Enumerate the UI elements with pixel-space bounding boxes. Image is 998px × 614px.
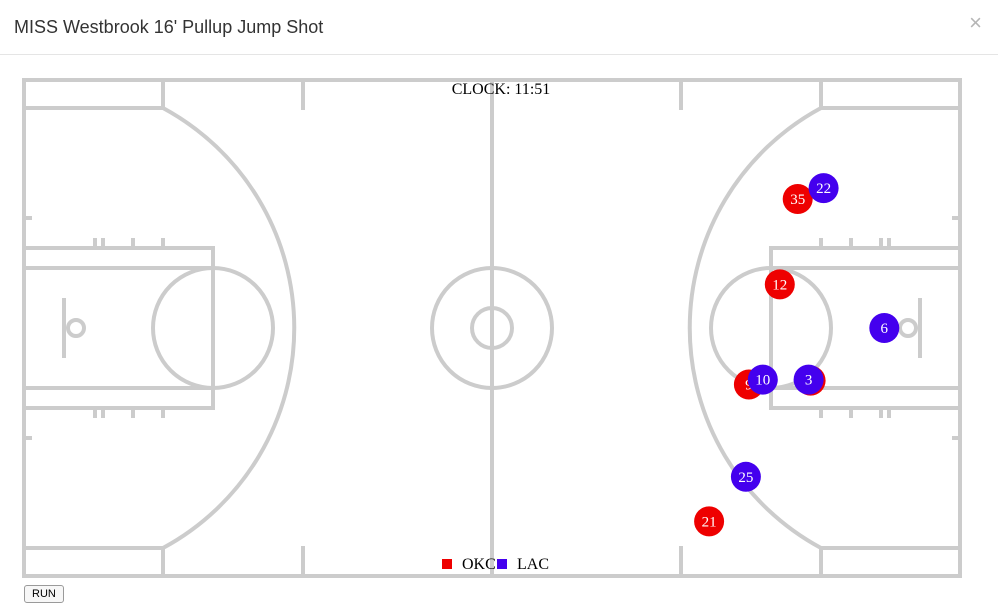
player-dot (782, 184, 813, 214)
player-number: 21 (702, 514, 717, 530)
player-marker: 3 (793, 364, 824, 395)
player-number: 12 (772, 277, 787, 293)
right-lane-inner (769, 266, 962, 390)
basketball-court: CLOCK: 11:51 35 22 12 6 9 10 3 25 21 OKC LAC (22, 78, 962, 578)
player-marker: 35 (782, 184, 813, 214)
player-markers: 35 22 12 6 9 10 3 25 21 (694, 173, 900, 537)
left-three-point-arc (162, 106, 297, 550)
player-number: 35 (790, 192, 805, 208)
game-clock: CLOCK: 11:51 (452, 81, 551, 98)
player-dot (869, 313, 900, 343)
center-inner-circle (470, 306, 514, 350)
player-marker: 25 (730, 461, 761, 492)
player-dot (730, 461, 761, 492)
player-dot (747, 364, 778, 395)
player-dot (694, 506, 725, 537)
court-lines (22, 78, 962, 578)
left-lane-outer (22, 246, 215, 410)
player-marker: 22 (808, 173, 839, 204)
right-three-point-arc (687, 106, 822, 550)
legend-swatch (497, 559, 507, 569)
team-legend: OKC LAC (442, 556, 549, 573)
player-marker: 10 (747, 364, 778, 395)
legend-swatch (442, 559, 452, 569)
legend-label: OKC (462, 556, 496, 573)
player-number: 22 (816, 181, 831, 197)
court-container: CLOCK: 11:51 35 22 12 6 9 10 3 25 21 OKC LAC (0, 55, 998, 585)
player-number: 25 (738, 470, 753, 486)
legend-label: LAC (517, 556, 549, 573)
player-dot (764, 269, 795, 300)
player-number: 6 (881, 321, 889, 337)
left-free-throw-circle (151, 266, 275, 390)
player-marker: 21 (694, 506, 725, 537)
player-number: 3 (805, 373, 813, 389)
right-rim (898, 318, 918, 338)
player-dot (808, 173, 839, 204)
player-marker: 6 (869, 313, 900, 343)
run-button[interactable]: RUN (24, 585, 64, 603)
player-dot (793, 364, 824, 395)
left-rim (66, 318, 86, 338)
modal-header: MISS Westbrook 16' Pullup Jump Shot × (0, 0, 998, 55)
center-circle (430, 266, 554, 390)
player-marker: 12 (764, 269, 795, 300)
close-icon[interactable]: × (969, 10, 982, 35)
player-number: 10 (755, 373, 770, 389)
player-number: 9 (745, 378, 753, 394)
modal-title: MISS Westbrook 16' Pullup Jump Shot (14, 17, 324, 37)
left-lane-inner (22, 266, 215, 390)
